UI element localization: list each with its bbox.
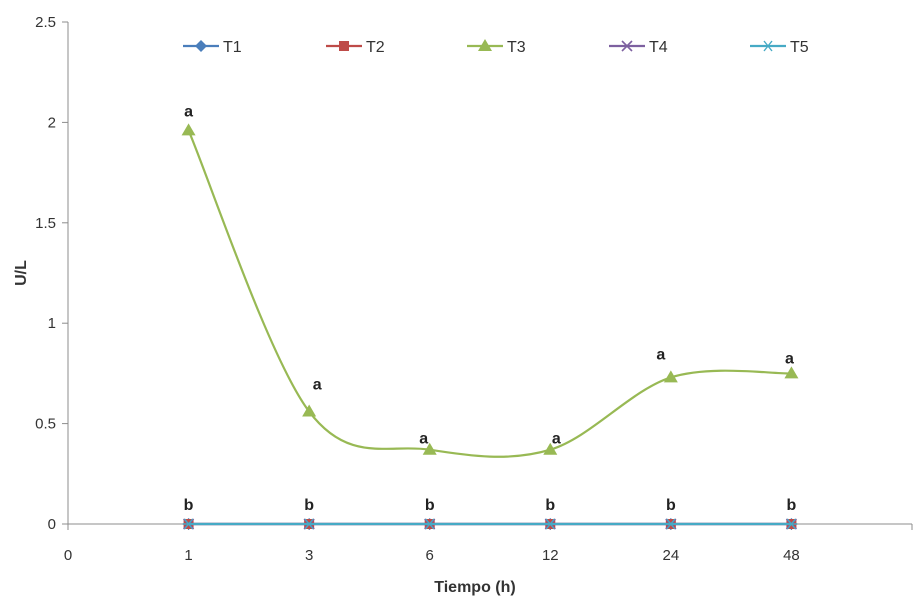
data-label-t3: a [552, 431, 561, 448]
data-label-t1: b [304, 497, 314, 514]
y-tick-label: 1.5 [35, 215, 56, 232]
y-tick-label: 2.5 [35, 14, 56, 31]
x-tick-label: 3 [305, 547, 313, 564]
legend-label: T2 [366, 39, 385, 56]
legend-label: T1 [223, 39, 242, 56]
legend-marker [478, 39, 492, 51]
legend-marker [195, 40, 207, 52]
legend-item-t4: T4 [609, 39, 668, 56]
x-tick-label: 24 [663, 547, 680, 564]
data-label-t3: a [785, 350, 794, 367]
data-point-t5 [785, 518, 798, 530]
legend-item-t3: T3 [467, 39, 526, 56]
legend-marker [339, 41, 349, 51]
data-label-t1: b [184, 497, 194, 514]
data-point-t3 [422, 442, 437, 455]
data-labels: b b b b b b a a a a a a [184, 103, 797, 514]
legend-item-t2: T2 [326, 39, 385, 56]
legend: T1 T2 T3 T4 T5 [183, 39, 809, 56]
y-axis-title: U/L [13, 260, 30, 286]
data-point-t5 [303, 518, 316, 530]
series-line-t3 [187, 129, 792, 458]
data-label-t1: b [666, 497, 676, 514]
x-tick-label: 6 [426, 547, 434, 564]
data-label-t3: a [313, 377, 322, 394]
series-layer [181, 123, 799, 530]
data-point-t5 [664, 518, 677, 530]
legend-marker [621, 40, 633, 52]
data-point-t3 [663, 370, 678, 383]
y-tick-label: 2 [48, 114, 56, 131]
data-point-t3 [302, 404, 317, 417]
data-point-t5 [182, 518, 195, 530]
legend-item-t1: T1 [183, 39, 242, 56]
legend-label: T4 [649, 39, 668, 56]
data-point-t3 [543, 442, 558, 455]
y-tick-label: 0.5 [35, 416, 56, 433]
data-label-t1: b [425, 497, 435, 514]
data-point-t5 [423, 518, 436, 530]
data-label-t3: a [419, 431, 428, 448]
x-tick-label: 12 [542, 547, 559, 564]
x-axis-title: Tiempo (h) [434, 579, 515, 596]
data-label-t3: a [656, 346, 665, 363]
data-point-t5 [544, 518, 557, 530]
legend-label: T5 [790, 39, 809, 56]
x-tick-label: 48 [783, 547, 800, 564]
y-tick-label: 1 [48, 315, 56, 332]
data-label-t1: b [545, 497, 555, 514]
series-t3 [181, 123, 799, 458]
y-tick-label: 0 [48, 516, 56, 533]
series-t5 [182, 518, 798, 530]
data-point-t3 [181, 123, 196, 136]
x-tick-label: 1 [184, 547, 192, 564]
data-label-t1: b [787, 497, 797, 514]
data-label-t3: a [184, 103, 193, 120]
legend-marker [762, 40, 774, 52]
data-point-t3 [784, 366, 799, 379]
legend-item-t5: T5 [750, 39, 809, 56]
axes: 0 0.5 1 1.5 2 2.5 0 1 3 6 12 24 48 [35, 14, 913, 564]
legend-label: T3 [507, 39, 526, 56]
x-tick-label: 0 [64, 547, 72, 564]
